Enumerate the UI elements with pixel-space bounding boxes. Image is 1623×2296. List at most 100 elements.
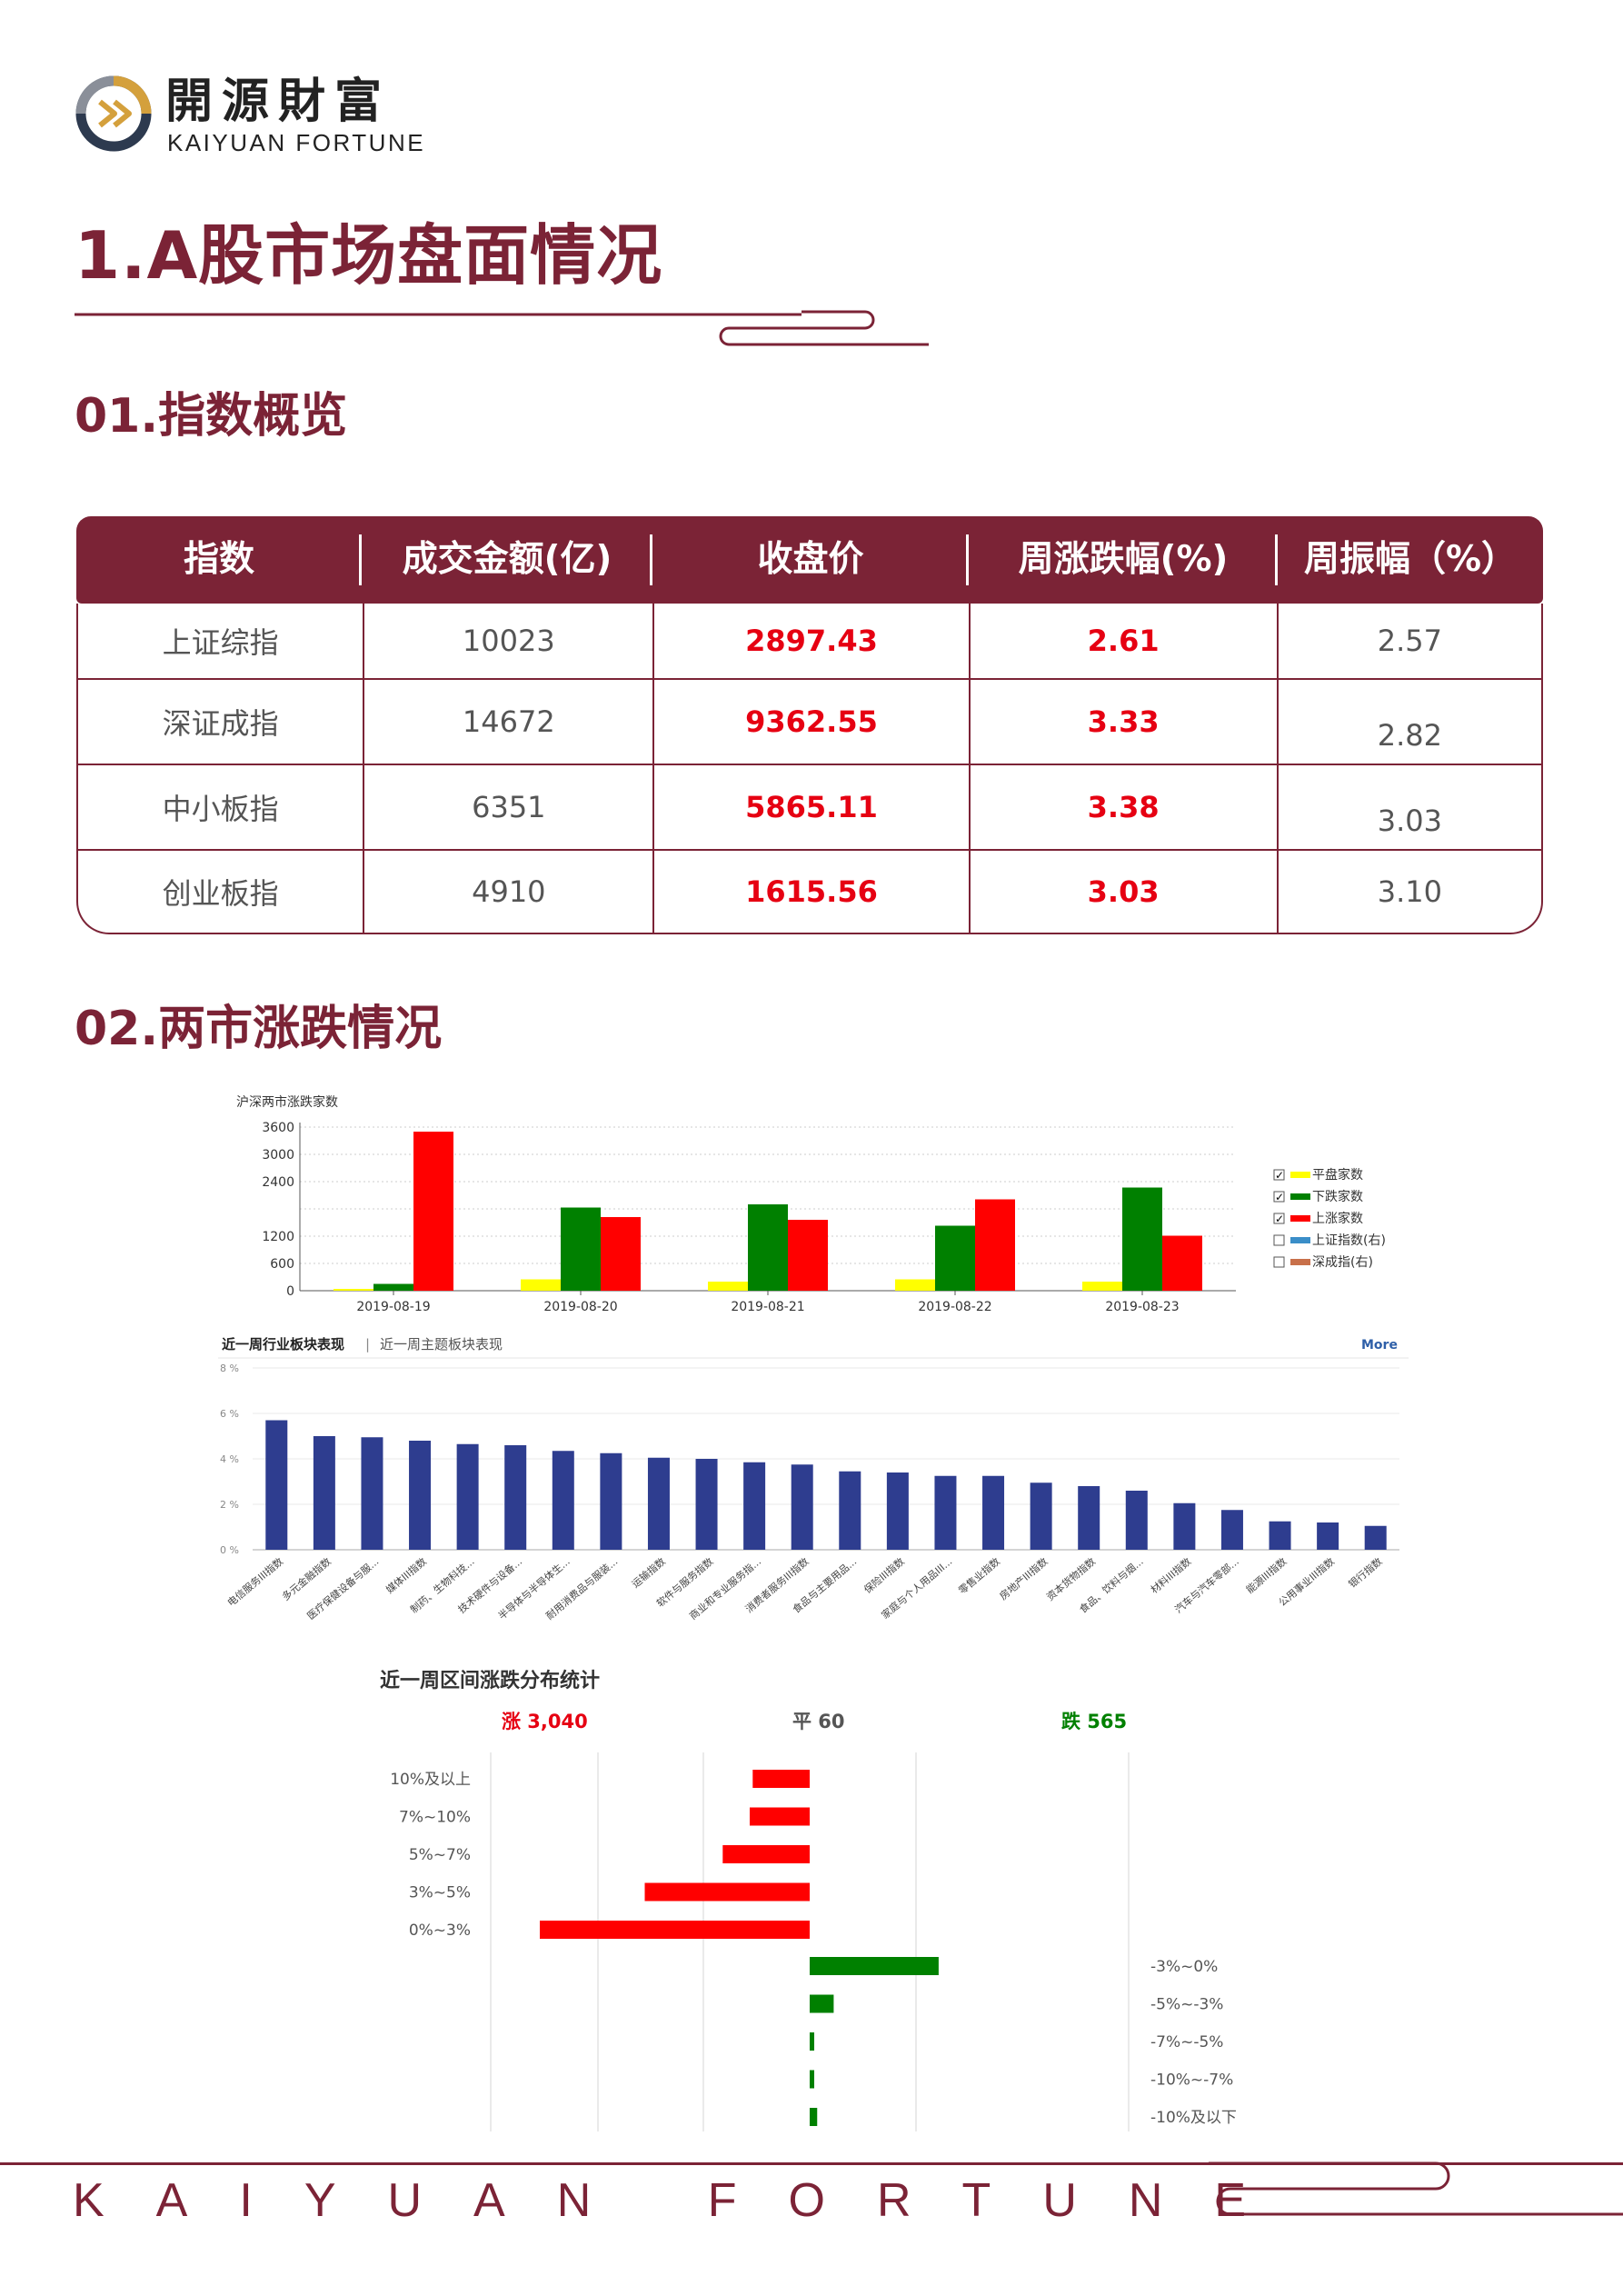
bar-up	[788, 1220, 828, 1291]
col-header-index: 指数	[76, 533, 362, 587]
bar-flat	[895, 1279, 935, 1291]
cell-amplitude: 2.57	[1276, 604, 1541, 678]
table-header: 指数 成交金额(亿) 收盘价 周涨跌幅(%) 周振幅（%）	[76, 516, 1543, 604]
bar-sector	[1173, 1502, 1196, 1550]
advance-decline-chart: 沪深两市涨跌家数 3600 3000 2400 1200 600 0 2019-08-19 20…	[236, 1094, 1386, 1314]
x-tick-label: 保险III指数	[861, 1555, 907, 1596]
bar-flat	[708, 1282, 748, 1291]
bar-down	[810, 2108, 818, 2126]
x-tick-label: 房地产III指数	[997, 1555, 1050, 1602]
bar-down	[1122, 1187, 1162, 1291]
x-tick-label: 2019-08-22	[918, 1300, 991, 1314]
y-tick-label: 2400	[262, 1175, 294, 1190]
x-tick-label: 2019-08-19	[356, 1300, 430, 1314]
index-overview-table: 指数 成交金额(亿) 收盘价 周涨跌幅(%) 周振幅（%） 上证综指 10023…	[76, 516, 1543, 934]
legend-check-mark: ✓	[1275, 1191, 1284, 1203]
bar-sector	[647, 1457, 670, 1550]
col-header-amplitude: 周振幅（%）	[1303, 539, 1518, 580]
bar-sector	[456, 1443, 479, 1550]
legend-label: 平盘家数	[1312, 1167, 1363, 1183]
down-range-label: -10%及以下	[1150, 2109, 1237, 2127]
x-tick-label: 2019-08-20	[543, 1300, 617, 1314]
y-tick-label: 600	[270, 1257, 294, 1272]
bar-up	[975, 1199, 1015, 1291]
cell-change: 3.38	[968, 765, 1277, 849]
bar-down	[810, 1994, 834, 2013]
bar-sector	[313, 1436, 335, 1550]
up-range-label: 5%~7%	[409, 1846, 471, 1864]
legend-checkbox	[1273, 1191, 1285, 1203]
col-header-close: 收盘价	[652, 533, 969, 587]
cell-change: 3.03	[968, 851, 1277, 933]
y-tick-label: 3600	[262, 1121, 294, 1135]
bar-flat	[521, 1279, 561, 1291]
bar-sector	[504, 1445, 527, 1550]
legend-checkbox	[1273, 1169, 1285, 1181]
bar-up	[644, 1882, 810, 1902]
table-row: 深证成指 14672 9362.55 3.33 2.82	[78, 678, 1541, 764]
x-tick-label: 2019-08-23	[1105, 1300, 1179, 1314]
bar-up	[413, 1132, 453, 1291]
bar-up	[540, 1921, 810, 1939]
y-tick-label: 4 %	[220, 1453, 239, 1465]
bar-sector	[695, 1459, 718, 1550]
y-tick-label: 6 %	[220, 1408, 239, 1420]
cell-name: 中小板指	[162, 792, 279, 826]
brand-name-en: KAIYUAN FORTUNE	[167, 129, 426, 156]
y-tick-label: 1200	[262, 1230, 294, 1244]
tab-theme: 近一周主题板块表现	[380, 1336, 503, 1353]
bar-up	[601, 1217, 641, 1291]
bar-sector	[791, 1464, 813, 1550]
bar-sector	[1317, 1522, 1339, 1550]
bar-down	[935, 1225, 975, 1291]
brand-name-cn: 開源財富	[165, 74, 392, 129]
flat-count-label: 平 60	[792, 1711, 845, 1732]
cell-close: 2897.43	[652, 604, 968, 678]
bar-down	[810, 1957, 939, 1975]
legend-label: 上涨家数	[1312, 1211, 1363, 1226]
bar-sector	[886, 1472, 909, 1550]
bar-sector	[600, 1452, 622, 1550]
y-tick-label: 3000	[262, 1148, 294, 1163]
tab-separator: |	[365, 1336, 370, 1353]
bar-up	[750, 1807, 810, 1826]
legend-label: 上证指数(右)	[1312, 1233, 1386, 1248]
bar-sector	[361, 1437, 383, 1550]
bar-down	[810, 2070, 814, 2089]
legend-swatch	[1290, 1215, 1310, 1222]
cell-close: 1615.56	[652, 851, 968, 933]
cell-amplitude: 3.10	[1276, 851, 1541, 933]
cell-change: 2.61	[968, 604, 1277, 678]
section-title: 1.A股市场盘面情况	[75, 217, 663, 294]
up-range-label: 10%及以上	[390, 1771, 471, 1789]
footer-decoration	[1209, 2161, 1623, 2216]
legend-check-mark: ✓	[1275, 1213, 1284, 1225]
subsection-title-advance-decline: 02.两市涨跌情况	[75, 1002, 443, 1056]
bar-sector	[1030, 1482, 1052, 1550]
subsection-title-index: 01.指数概览	[75, 389, 348, 444]
bar-sector	[265, 1420, 288, 1550]
more-link: More	[1361, 1338, 1398, 1353]
chart-title: 近一周区间涨跌分布统计	[380, 1669, 600, 1692]
bar-sector	[1220, 1510, 1243, 1550]
y-tick-label: 0 %	[220, 1544, 239, 1556]
up-range-label: 0%~3%	[409, 1922, 471, 1940]
x-tick-label: 运输指数	[629, 1555, 668, 1591]
sector-performance-chart: 近一周行业板块表现 | 近一周主题板块表现 More 8 % 6 % 4 % 2 % 0 %电信…	[218, 1336, 1409, 1622]
x-tick-label: 银行指数	[1346, 1555, 1385, 1591]
legend-label: 深成指(右)	[1312, 1255, 1373, 1270]
bar-up	[1162, 1235, 1202, 1291]
down-range-label: -7%~-5%	[1150, 2033, 1223, 2051]
y-tick-label: 0	[286, 1284, 294, 1299]
cell-amplitude: 2.82	[1276, 680, 1541, 764]
footer-divider	[0, 2162, 1623, 2165]
cell-name: 创业板指	[162, 876, 279, 911]
cell-turnover: 4910	[363, 851, 652, 933]
x-tick-label: 电信服务III指数	[224, 1555, 285, 1609]
cell-change: 3.33	[968, 680, 1277, 764]
legend-swatch	[1290, 1237, 1310, 1243]
cell-turnover: 6351	[363, 765, 652, 849]
bar-sector	[839, 1471, 861, 1550]
legend-check-mark: ✓	[1275, 1169, 1284, 1182]
table-row: 上证综指 10023 2897.43 2.61 2.57	[78, 604, 1541, 678]
